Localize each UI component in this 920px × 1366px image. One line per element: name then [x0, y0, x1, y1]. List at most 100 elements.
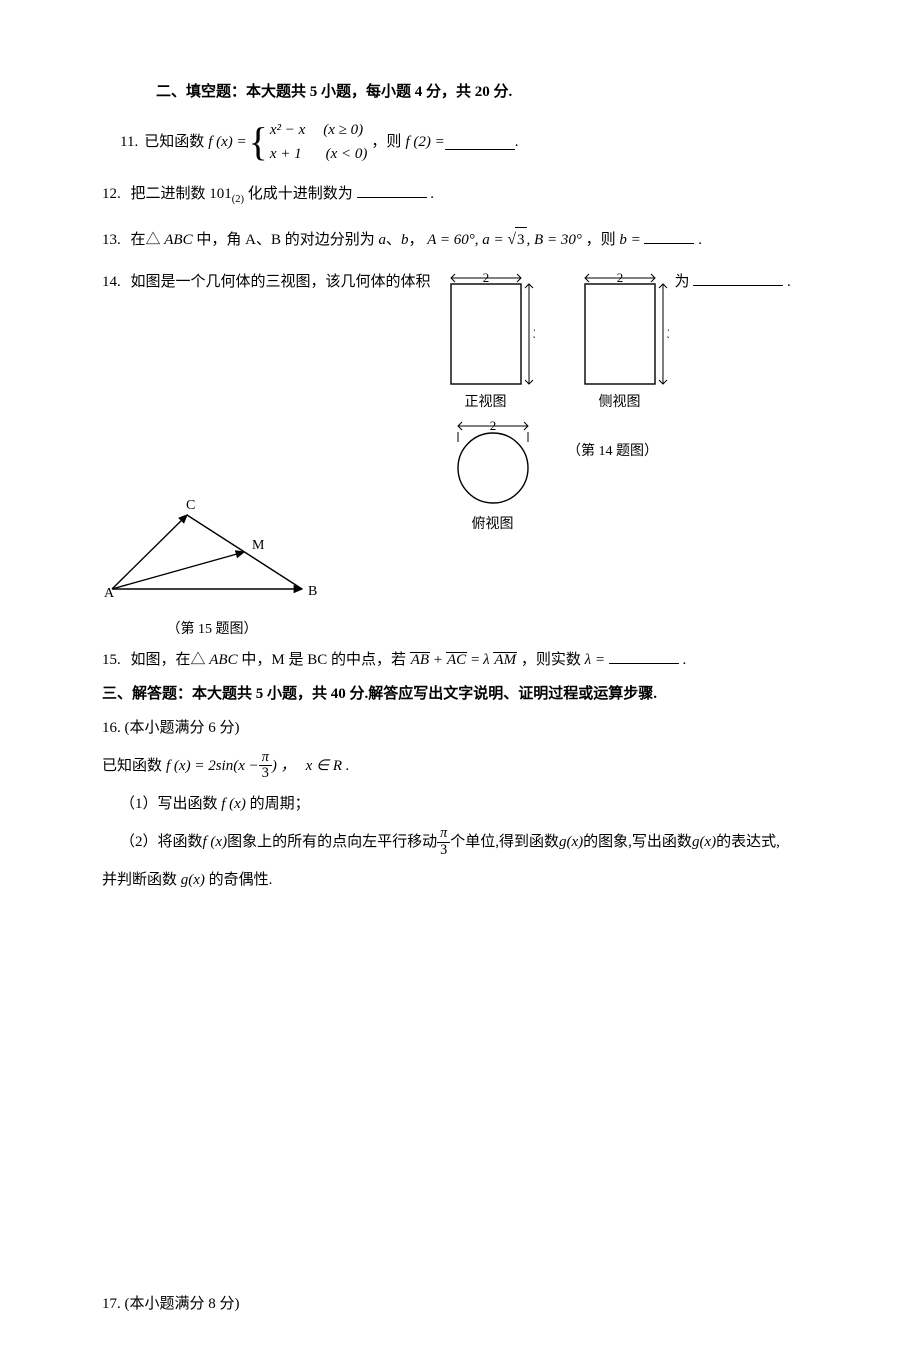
- q14-wei: 为: [675, 274, 690, 290]
- q15-then: ，则实数: [521, 652, 581, 668]
- q16-part2b: 并判断函数 g(x) 的奇偶性.: [102, 868, 810, 892]
- section-3-heading: 三、解答题：本大题共 5 小题，共 40 分.解答应写出文字说明、证明过程或运算…: [102, 682, 810, 706]
- q13-text-a: 在△: [131, 232, 161, 248]
- top-view-label: 俯视图: [472, 514, 514, 536]
- q11-case1-cond: (x ≥ 0): [323, 118, 363, 142]
- q15-number: 15.: [102, 652, 121, 668]
- q13-number: 13.: [102, 232, 121, 248]
- q13-eqB: , B = 30°: [527, 232, 582, 248]
- q15-diagram: A B C M （第 15 题图）: [102, 497, 322, 641]
- q16-close: ) ，: [272, 754, 296, 778]
- q17-number: 17.: [102, 1296, 121, 1312]
- q13-a-eq: a =: [482, 232, 503, 248]
- q12-tail: .: [430, 186, 434, 202]
- q13-blank: [644, 228, 694, 244]
- q16-stem: 已知函数 f (x) = 2sin(x − π 3 ) ， x ∈ R .: [102, 750, 810, 782]
- q16-frac-den: 3: [259, 766, 272, 782]
- q15-vec-am: AM: [493, 652, 517, 668]
- q11-case2-cond: (x < 0): [326, 142, 368, 166]
- q16-p2-frac-den: 3: [437, 843, 450, 859]
- q16-fx: f (x) = 2sin(x −: [166, 754, 259, 778]
- svg-text:2: 2: [489, 418, 496, 433]
- question-15: 15. 如图，在△ ABC 中，M 是 BC 的中点，若 AB + AC = λ…: [102, 648, 810, 672]
- q11-piecewise: x² − x (x ≥ 0) x + 1 (x < 0): [270, 118, 368, 166]
- q14-blank: [693, 270, 783, 286]
- q11-blank: [445, 134, 515, 150]
- section-2-heading: 二、填空题：本大题共 5 小题，每小题 4 分，共 20 分.: [156, 80, 810, 104]
- q11-tail: .: [515, 130, 519, 154]
- q15-text-a: 如图，在△: [131, 652, 206, 668]
- q16-p2-fx: f (x): [203, 830, 228, 854]
- q15-tail: .: [682, 652, 686, 668]
- side-view-label: 侧视图: [599, 392, 641, 414]
- q16-part2: （2）将函数 f (x) 图象上的所有的点向左平行移动 π 3 个单位,得到函数…: [120, 826, 810, 858]
- q16-p2-gx: g(x): [559, 830, 583, 854]
- q16-p1-c: 的周期；: [250, 796, 310, 812]
- q16-p2-e: 的图象,写出函数: [583, 830, 692, 854]
- q13-b-eq: b =: [619, 232, 640, 248]
- q13-sqrt3: 3: [515, 227, 527, 252]
- q16-text-a: 已知函数: [102, 754, 162, 778]
- q16-p2b-gx: g(x): [181, 872, 205, 888]
- q16-xr: x ∈ R .: [306, 754, 350, 778]
- q12-sub: (2): [232, 194, 244, 205]
- q15-abc: ABC: [209, 652, 237, 668]
- top-view-svg: 2: [444, 418, 542, 510]
- three-view-diagram: 2 3 正视图: [437, 270, 669, 463]
- q15-lambda: λ: [483, 652, 490, 668]
- question-12: 12. 把二进制数 101(2) 化成十进制数为 .: [102, 182, 810, 209]
- q11-fx: f (x) =: [208, 130, 246, 154]
- q14-number: 14.: [102, 274, 121, 290]
- q16-p1-fx: f (x): [221, 796, 246, 812]
- q15-diagram-caption: （第 15 题图）: [102, 619, 322, 641]
- q15-vec-ac: AC: [446, 652, 467, 668]
- brace-icon: {: [249, 122, 268, 162]
- svg-text:C: C: [186, 498, 195, 513]
- q12-text-b: 化成十进制数为: [248, 186, 353, 202]
- q15-text-b: 中，M 是 BC 的中点，若: [241, 652, 406, 668]
- q13-a: a: [378, 232, 386, 248]
- q16-p2b-text: 并判断函数: [102, 872, 177, 888]
- question-13: 13. 在△ ABC 中，角 A、B 的对边分别为 a、b， A = 60°, …: [102, 227, 810, 252]
- q16-p2-d: 个单位,得到函数: [450, 830, 559, 854]
- question-14: 14. 如图是一个几何体的三视图，该几何体的体积 2: [102, 270, 810, 463]
- q15-plus: +: [434, 652, 446, 668]
- q13-eqA: A = 60°,: [427, 232, 478, 248]
- q11-f2: f (2) =: [405, 130, 444, 154]
- q16-p2b-tail: 的奇偶性.: [209, 872, 273, 888]
- svg-text:B: B: [308, 584, 317, 599]
- q14-tail: .: [787, 274, 791, 290]
- q15-eq: =: [471, 652, 483, 668]
- front-view-svg: 2 3: [437, 270, 535, 388]
- q15-blank: [609, 648, 679, 664]
- q16-p2-c: 图象上的所有的点向左平行移动: [227, 830, 437, 854]
- q16-score: (本小题满分 6 分): [125, 720, 240, 736]
- svg-text:A: A: [104, 586, 115, 601]
- svg-text:2: 2: [482, 270, 489, 285]
- q14-text: 如图是一个几何体的三视图，该几何体的体积: [131, 274, 431, 290]
- q12-blank: [357, 182, 427, 198]
- svg-text:2: 2: [616, 270, 623, 285]
- svg-text:3: 3: [533, 326, 535, 341]
- q16-p2-frac-num: π: [437, 826, 450, 843]
- q16-p1-a: （1）写出函数: [120, 796, 218, 812]
- q11-pre: 已知函数: [144, 130, 204, 154]
- q16-p2-gx2: g(x): [692, 830, 716, 854]
- question-11: 11. 已知函数 f (x) = { x² − x (x ≥ 0) x + 1 …: [120, 118, 810, 166]
- q11-mid: ，则: [371, 130, 401, 154]
- q12-number: 12.: [102, 186, 121, 202]
- q17-score: (本小题满分 8 分): [125, 1296, 240, 1312]
- q14-diagram-caption: （第 14 题图）: [567, 441, 658, 463]
- front-view-label: 正视图: [465, 392, 507, 414]
- q13-tail: .: [698, 232, 702, 248]
- q13-text-b: 中，角 A、B 的对边分别为: [196, 232, 374, 248]
- q16-number: 16.: [102, 720, 121, 736]
- q11-case1-expr: x² − x: [270, 118, 305, 142]
- q16-part1: （1）写出函数 f (x) 的周期；: [120, 792, 810, 816]
- q16-frac-num: π: [259, 750, 272, 767]
- question-17: 17. (本小题满分 8 分): [102, 1292, 810, 1316]
- q16-p2-a: （2）将函数: [120, 830, 203, 854]
- q13-b: b: [401, 232, 409, 248]
- q11-number: 11.: [120, 130, 138, 154]
- question-16: 16. (本小题满分 6 分): [102, 716, 810, 740]
